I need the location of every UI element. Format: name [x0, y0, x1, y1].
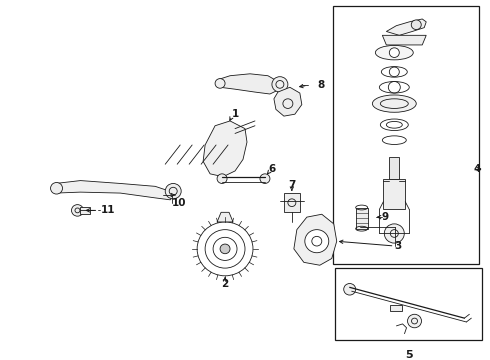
Text: 2: 2 [221, 279, 229, 289]
Bar [80, 207, 91, 214]
Circle shape [215, 78, 225, 88]
Bar [383, 179, 405, 210]
Polygon shape [386, 19, 426, 35]
Circle shape [220, 244, 230, 254]
Text: 5: 5 [405, 350, 413, 360]
Polygon shape [382, 35, 426, 45]
Circle shape [50, 183, 63, 194]
Circle shape [217, 174, 227, 184]
Polygon shape [218, 74, 280, 94]
Text: 8: 8 [318, 80, 325, 90]
Text: 4: 4 [474, 164, 481, 174]
Circle shape [165, 184, 181, 199]
Bar [335, 268, 482, 340]
Circle shape [272, 77, 288, 92]
Polygon shape [203, 121, 247, 177]
Bar [390, 157, 399, 179]
Text: 9: 9 [382, 212, 389, 222]
Ellipse shape [375, 45, 413, 60]
Text: 6: 6 [269, 164, 275, 174]
Ellipse shape [372, 95, 416, 112]
Circle shape [343, 284, 356, 295]
Polygon shape [274, 87, 302, 116]
Polygon shape [294, 214, 337, 265]
Circle shape [305, 230, 329, 253]
Bar [333, 6, 479, 264]
Circle shape [260, 174, 270, 184]
Text: 7: 7 [288, 180, 295, 190]
Text: 3: 3 [394, 241, 402, 251]
Bar [356, 207, 368, 229]
Text: 11: 11 [100, 206, 115, 215]
Polygon shape [55, 181, 175, 200]
Circle shape [72, 204, 83, 216]
Circle shape [384, 224, 404, 243]
Polygon shape [217, 212, 233, 222]
Text: 1: 1 [231, 109, 239, 119]
Circle shape [411, 20, 421, 30]
Bar [284, 193, 300, 212]
Text: 10: 10 [172, 198, 187, 208]
Circle shape [408, 314, 421, 328]
Circle shape [390, 48, 399, 58]
Bar [390, 305, 401, 311]
